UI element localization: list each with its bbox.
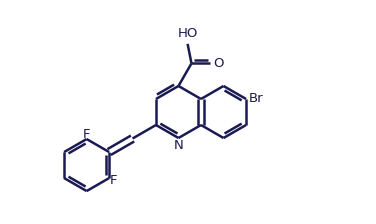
Text: F: F xyxy=(83,128,90,141)
Text: O: O xyxy=(213,57,223,70)
Text: Br: Br xyxy=(249,93,263,106)
Text: F: F xyxy=(109,174,117,187)
Text: N: N xyxy=(174,139,183,152)
Text: HO: HO xyxy=(177,27,198,40)
